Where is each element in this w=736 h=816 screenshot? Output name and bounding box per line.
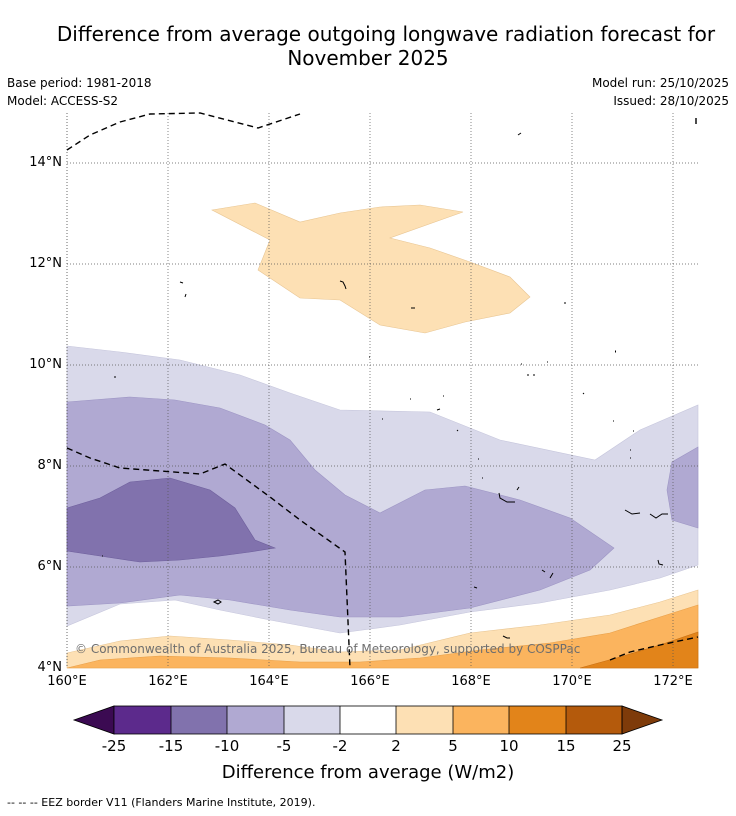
colorbar-bin-minus5-minus2 (284, 706, 340, 734)
island (382, 395, 459, 432)
lon-tick-168: 168°E (451, 674, 491, 689)
island (212, 599, 222, 605)
lon-tick-164: 164°E (249, 674, 289, 689)
colorbar-title: Difference from average (W/m2) (221, 762, 515, 783)
issued-date: Issued: 28/10/2025 (613, 94, 729, 108)
colorbar-bin-minus10-minus5 (227, 706, 284, 734)
colorbar-extend-high (621, 705, 664, 735)
island (624, 509, 668, 519)
colorbar-bin-minus25-minus15 (114, 706, 171, 734)
model-name: Model: ACCESS-S2 (7, 94, 119, 108)
island (521, 361, 548, 376)
gridlines (67, 113, 698, 668)
colorbar-label-plus10: 10 (499, 737, 519, 755)
map-title: Difference from average outgoing longwav… (18, 22, 736, 70)
island (339, 280, 347, 290)
colorbar-label-minus5: -5 (276, 737, 292, 755)
island (478, 449, 631, 479)
title-line-1: Difference from average outgoing longwav… (56, 22, 716, 46)
colorbar (72, 705, 664, 735)
eez-border-southeast (609, 636, 699, 661)
island (541, 569, 554, 579)
eez-legend-note: -- -- -- EEZ border V11 (Flanders Marine… (7, 796, 316, 809)
colorbar-label-plus5: 5 (448, 737, 458, 755)
colorbar-bin-minus2-plus2 (340, 706, 396, 734)
title-line-2: November 2025 (287, 46, 449, 70)
colorbar-dividers (170, 706, 567, 734)
colorbar-label-minus15: -15 (158, 737, 184, 755)
island (179, 281, 187, 298)
lon-tick-160: 160°E (47, 674, 87, 689)
model-run: Model run: 25/10/2025 (591, 76, 729, 90)
colorbar-label-minus2: -2 (332, 737, 348, 755)
lat-tick-8: 8°N (37, 458, 63, 473)
lon-tick-162: 162°E (148, 674, 188, 689)
contour-plus5-plus10-south (66, 604, 699, 669)
lon-tick-166: 166°E (350, 674, 390, 689)
colorbar-label-minus10: -10 (214, 737, 240, 755)
colorbar-frame (113, 705, 623, 735)
contour-minus10-minus5-east (666, 446, 699, 529)
colorbar-bin-minus15-minus10 (171, 706, 227, 734)
copyright-text: © Commonwealth of Australia 2025, Bureau… (75, 642, 580, 656)
meta-right: Model run: 25/10/2025 Issued: 28/10/2025 (592, 74, 729, 110)
island (502, 635, 510, 639)
lat-tick-4: 4°N (37, 660, 63, 675)
islands (102, 132, 668, 639)
lon-tick-170: 170°E (552, 674, 592, 689)
lat-tick-6: 6°N (37, 559, 63, 574)
island (582, 392, 634, 432)
island (657, 559, 664, 566)
base-period: Base period: 1981-2018 (7, 76, 152, 90)
contour-minus10-minus5 (66, 396, 615, 618)
colorbar-label-plus2: 2 (391, 737, 401, 755)
meta-left: Base period: 1981-2018 Model: ACCESS-S2 (7, 74, 152, 110)
lat-tick-10: 10°N (29, 357, 62, 372)
colorbar-extend-low (72, 705, 115, 735)
colorbar-bin-plus5-plus10 (453, 706, 509, 734)
colorbar-bin-plus2-plus5 (396, 706, 453, 734)
colorbar-label-plus25: 25 (612, 737, 632, 755)
eez-border-north (66, 112, 301, 151)
island (498, 486, 520, 503)
lat-tick-12: 12°N (29, 256, 62, 271)
eez-border-central (66, 447, 351, 669)
colorbar-label-minus25: -25 (101, 737, 127, 755)
olr-anomaly-map: © Commonwealth of Australia 2025, Bureau… (66, 112, 699, 669)
lon-tick-172: 172°E (653, 674, 693, 689)
island (102, 356, 370, 557)
lat-tick-14: 14°N (29, 155, 62, 170)
island (615, 350, 616, 353)
island (473, 586, 478, 589)
colorbar-bin-plus15-plus25 (566, 706, 622, 734)
contour-plus2-plus5-north (211, 202, 531, 334)
colorbar-label-plus15: 15 (556, 737, 576, 755)
island (517, 132, 522, 136)
colorbar-bin-plus10-plus15 (509, 706, 566, 734)
eez-borders (66, 112, 699, 669)
contour-minus15-minus10 (66, 477, 277, 563)
